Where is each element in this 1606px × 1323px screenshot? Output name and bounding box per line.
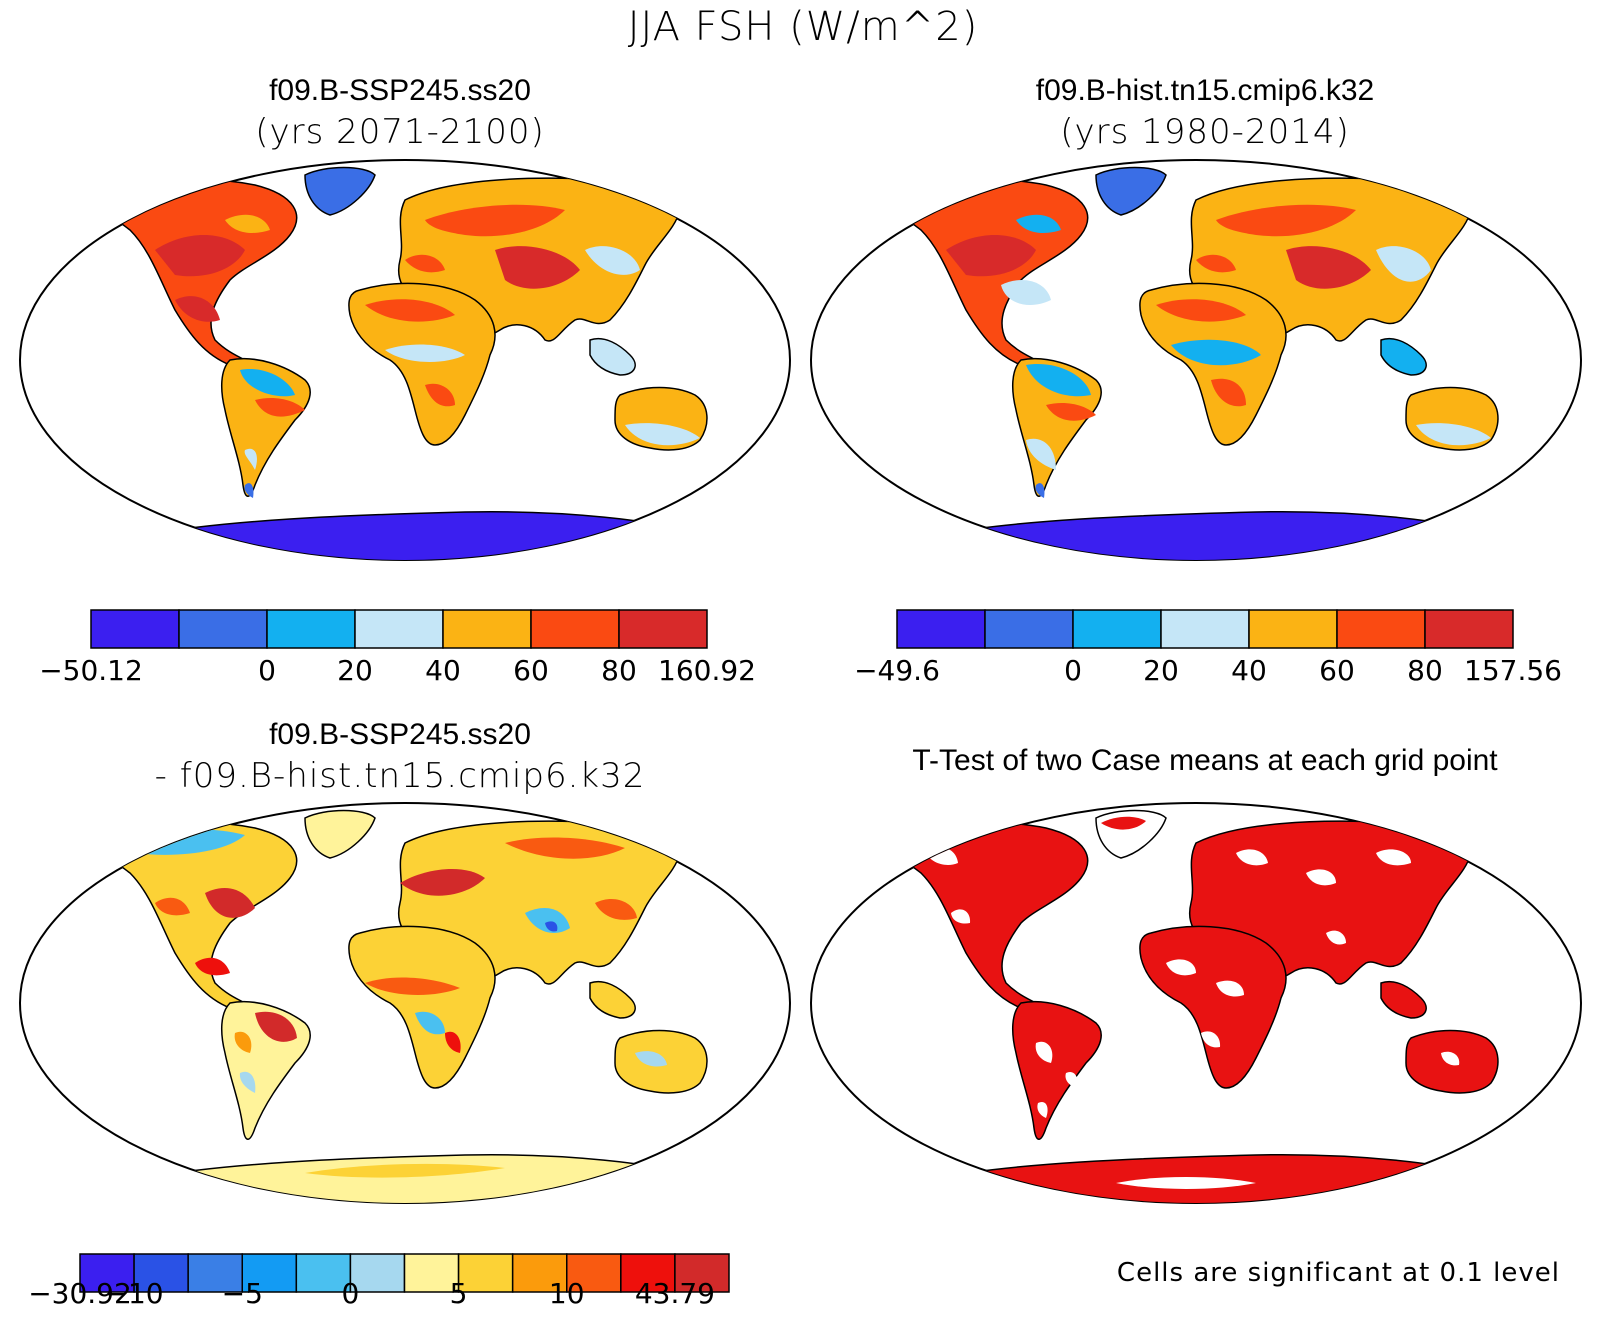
- colorbar-2-tick-label-0: −49.6: [854, 654, 940, 687]
- colorbar-1-swatch-0: [90, 609, 180, 649]
- colorbar-1-swatch-5: [530, 609, 620, 649]
- colorbar-1-tick-label-2: 0: [258, 654, 276, 687]
- colorbar-2-swatch-5: [1336, 609, 1426, 649]
- colorbar-2-swatch-0: [896, 609, 986, 649]
- colorbar-1-swatch-4: [442, 609, 532, 649]
- colorbar-3-swatch-4: [295, 1253, 352, 1293]
- colorbar-panel-1: −50.12 0 20 40 60 80 160.92: [39, 609, 756, 687]
- panel2-title: f09.B-hist.tn15.cmip6.k32: [1035, 74, 1375, 107]
- colorbar-2-tick-label-3: 20: [1143, 654, 1179, 687]
- colorbar-1-tick-label-5: 60: [513, 654, 549, 687]
- panel3-subtitle: - f09.B-hist.tn15.cmip6.k32: [154, 756, 646, 796]
- colorbar-3-tick-label-7: 5: [450, 1277, 468, 1310]
- colorbar-2-swatch-4: [1248, 609, 1338, 649]
- colorbar-1-swatch-3: [354, 609, 444, 649]
- colorbar-1-tick-label-0: −50.12: [39, 654, 143, 687]
- colorbar-3-swatch-2: [187, 1253, 244, 1293]
- panel3-title: f09.B-SSP245.ss20: [269, 718, 531, 751]
- colorbar-1-tick-label-3: 20: [337, 654, 373, 687]
- colorbar-2-tick-label-5: 60: [1319, 654, 1355, 687]
- panel2-subtitle: (yrs 1980-2014): [1060, 112, 1350, 152]
- colorbar-panel-2: −49.6 0 20 40 60 80 157.56: [854, 609, 1562, 687]
- panel1-subtitle: (yrs 2071-2100): [255, 112, 545, 152]
- figure-title: JJA FSH (W/m^2): [627, 4, 979, 50]
- colorbar-3-swatch-0: [79, 1253, 135, 1293]
- colorbar-3-tick-label-1: −10: [105, 1277, 164, 1310]
- colorbar-1-swatch-6: [618, 609, 708, 649]
- colorbar-3-tick-label-9: 10: [549, 1277, 585, 1310]
- significance-note: Cells are significant at 0.1 level: [1116, 1258, 1560, 1288]
- colorbar-3-tick-label-11: 43.79: [635, 1277, 715, 1310]
- colorbar-3-swatch-7: [457, 1253, 514, 1293]
- colorbar-3-tick-label-0: −30.92: [28, 1277, 132, 1310]
- map-panel-3: [19, 802, 791, 1204]
- colorbar-1-tick-label-4: 40: [425, 654, 461, 687]
- colorbar-3-swatch-3: [241, 1253, 298, 1293]
- colorbar-2-tick-label-2: 0: [1064, 654, 1082, 687]
- map-panel-2: [810, 159, 1582, 561]
- colorbar-3-tick-label-5: 0: [342, 1277, 360, 1310]
- colorbar-1-tick-label-7: 160.92: [658, 654, 756, 687]
- map-panel-1: [19, 159, 791, 561]
- colorbar-2-tick-label-7: 157.56: [1464, 654, 1562, 687]
- colorbar-2-swatch-2: [1072, 609, 1162, 649]
- colorbar-3-swatch-10: [620, 1253, 676, 1293]
- colorbar-2-tick-label-6: 80: [1407, 654, 1443, 687]
- colorbar-3-swatch-11: [674, 1253, 730, 1293]
- colorbar-2-swatch-1: [984, 609, 1074, 649]
- map-panel-4: [810, 802, 1582, 1204]
- colorbar-2-tick-label-4: 40: [1231, 654, 1267, 687]
- colorbar-3-tick-label-3: −5: [222, 1277, 263, 1310]
- colorbar-2-swatch-6: [1424, 609, 1514, 649]
- panel1-title: f09.B-SSP245.ss20: [269, 74, 531, 107]
- colorbar-1-swatch-2: [266, 609, 356, 649]
- panel4-title: T-Test of two Case means at each grid po…: [912, 744, 1498, 777]
- colorbar-panel-3: −30.92−10 −5 0 5 10 43.79: [28, 1253, 730, 1310]
- colorbar-3-swatch-9: [566, 1253, 622, 1293]
- colorbar-2-swatch-3: [1160, 609, 1250, 649]
- colorbar-3-swatch-6: [403, 1253, 460, 1293]
- colorbar-1-tick-label-6: 80: [601, 654, 637, 687]
- colorbar-1-swatch-1: [178, 609, 268, 649]
